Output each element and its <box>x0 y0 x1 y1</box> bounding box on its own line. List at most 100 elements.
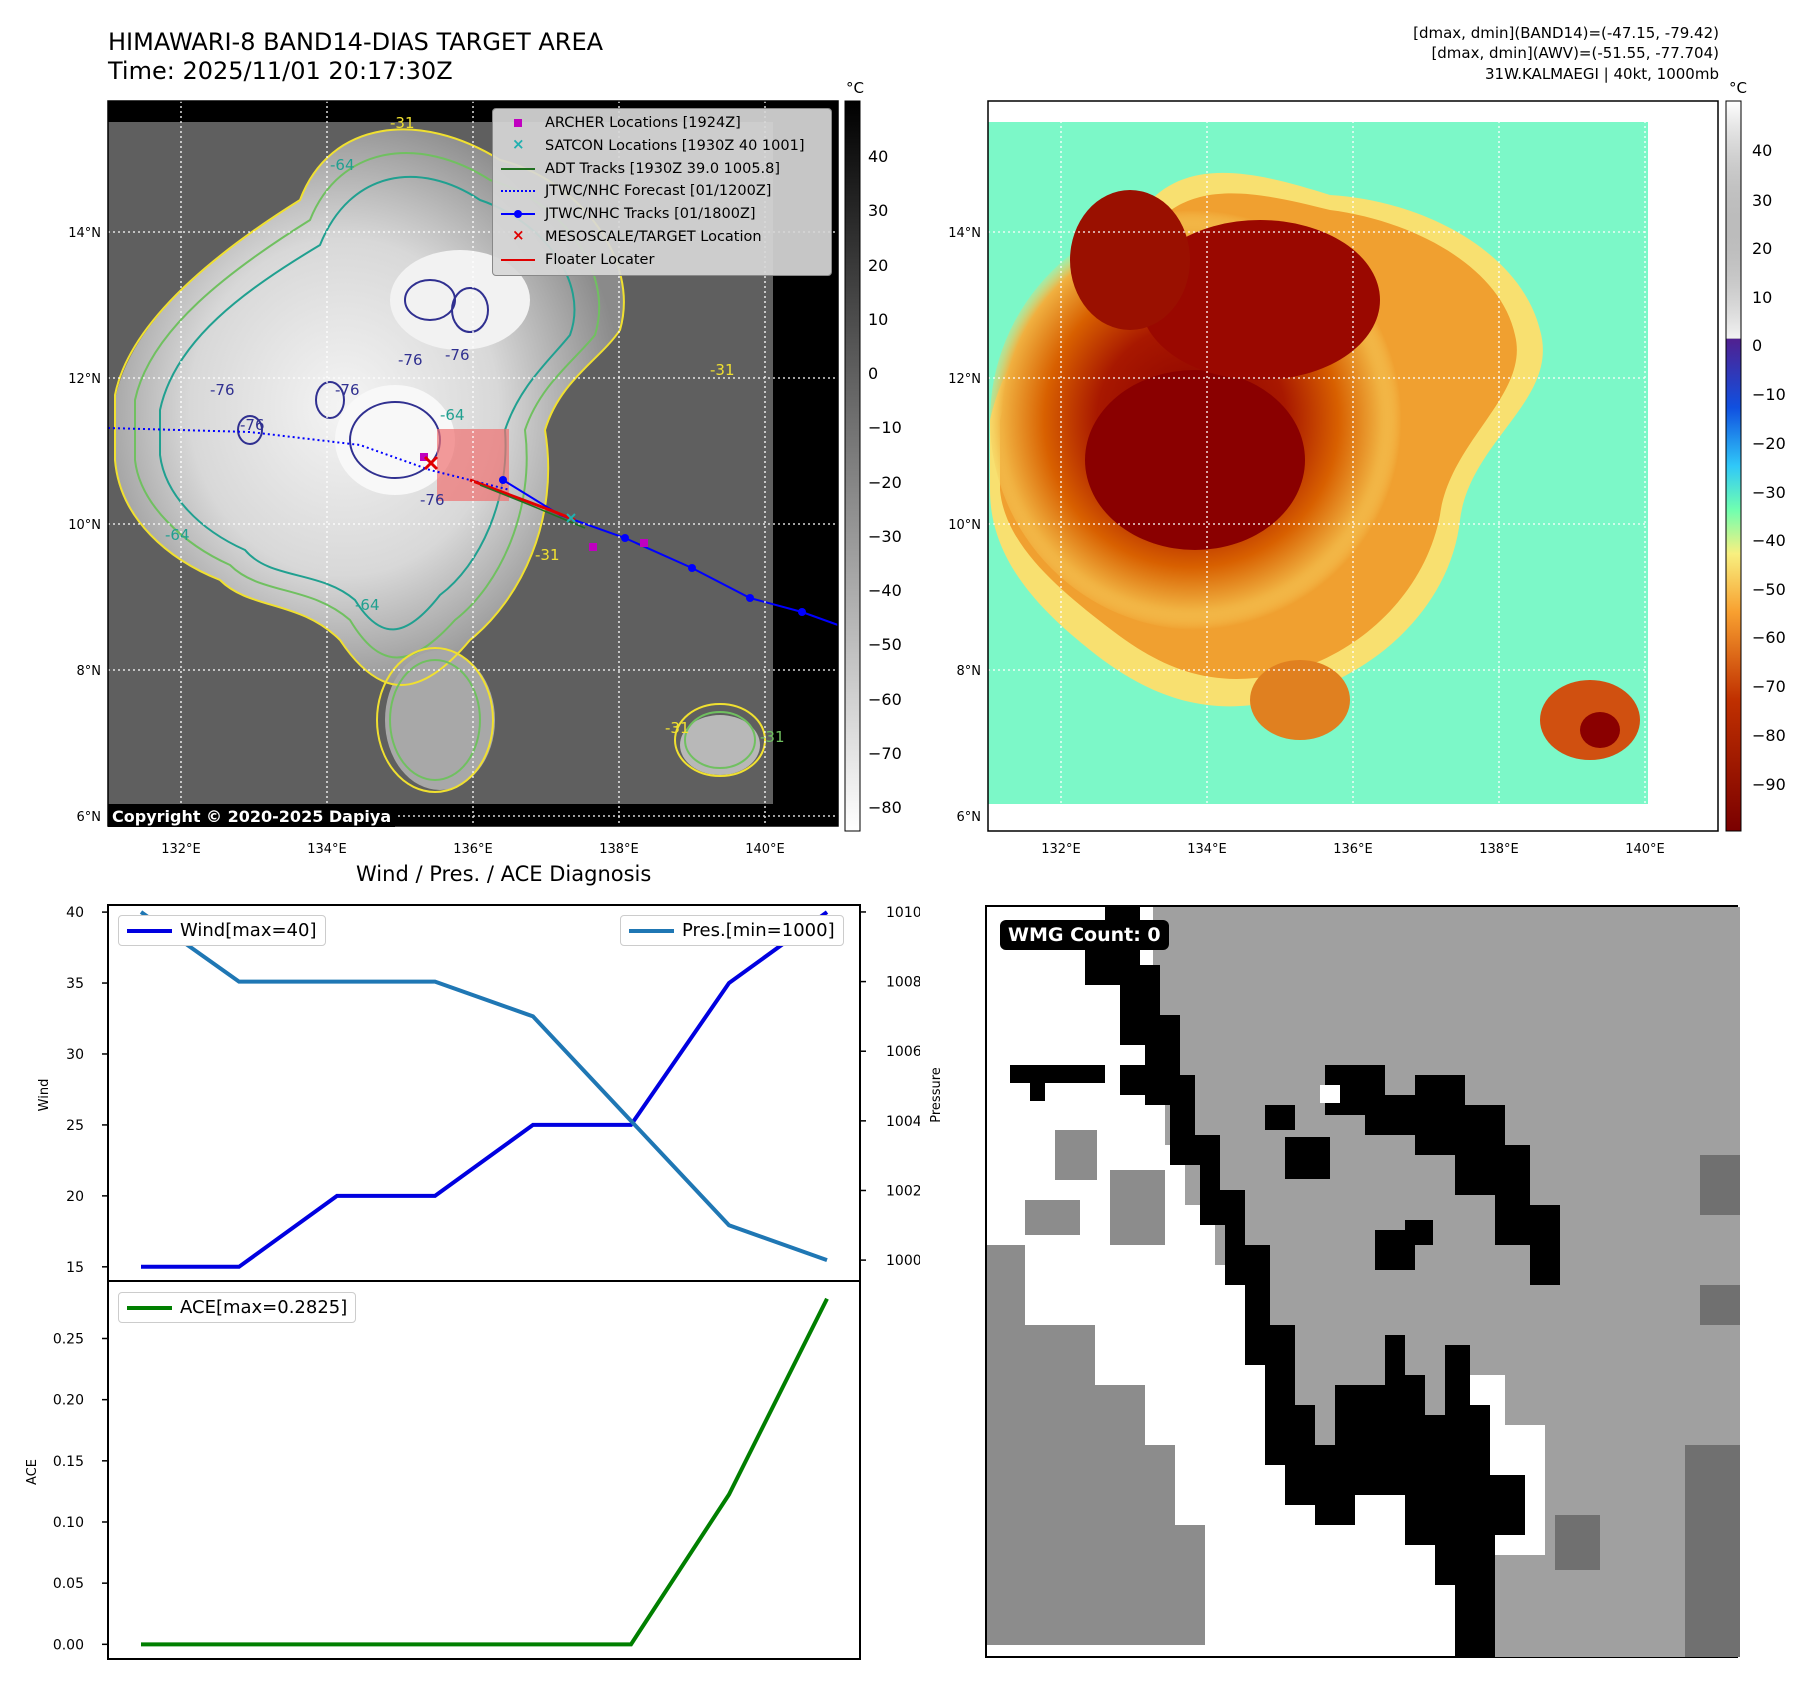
pressure-legend-label: Pres.[min=1000] <box>682 920 835 941</box>
colorbar-right-tick: 10 <box>1752 288 1772 307</box>
legend-marker-icon <box>497 113 539 133</box>
wind-legend-label: Wind[max=40] <box>180 920 317 941</box>
lat-tick: 12°N <box>948 372 981 387</box>
lat-tick: 14°N <box>948 226 981 241</box>
colorbar-right-tick: −30 <box>1752 483 1786 502</box>
diagnosis-title: Wind / Pres. / ACE Diagnosis <box>356 862 652 886</box>
colorbar-right-tick: −10 <box>1752 385 1786 404</box>
contour-label: -64 <box>440 406 465 424</box>
info-line-3: 31W.KALMAEGI | 40kt, 1000mb <box>1485 65 1719 83</box>
colorbar-right-tick: 40 <box>1752 141 1772 160</box>
pressure-tick-label: 1008 <box>886 975 920 991</box>
wind-tick-label: 35 <box>66 976 84 992</box>
colorbar-left-tick: −40 <box>868 581 902 600</box>
colorbar-right-tick: 20 <box>1752 239 1772 258</box>
lon-tick: 140°E <box>1625 842 1665 857</box>
contour-label: -76 <box>445 346 470 364</box>
contour-label: -76 <box>210 381 235 399</box>
legend-marker-icon <box>497 181 539 201</box>
lon-tick: 136°E <box>1333 842 1373 857</box>
lon-tick: 134°E <box>1187 842 1227 857</box>
lon-tick: 132°E <box>161 842 201 857</box>
ace-chart: ACE 0.00 0.05 0.10 0.15 0.20 0.25 <box>25 1280 861 1660</box>
contour-label: -64 <box>355 596 380 614</box>
contour-label: -76 <box>240 416 265 434</box>
ace-tick-label: 0.15 <box>53 1454 84 1470</box>
colorbar-left-tick: −10 <box>868 418 902 437</box>
lon-tick: 136°E <box>453 842 493 857</box>
lat-tick: 12°N <box>68 372 101 387</box>
contour-label: -64 <box>165 526 190 544</box>
legend-label: MESOSCALE/TARGET Location <box>545 229 762 245</box>
legend-item: ADT Tracks [1930Z 39.0 1005.8] <box>497 159 780 179</box>
pressure-tick-label: 1006 <box>886 1044 920 1060</box>
ace-axis-label: ACE <box>25 1459 40 1485</box>
lat-tick: 10°N <box>948 518 981 533</box>
legend-label: Floater Locater <box>545 251 655 268</box>
legend-marker-icon: × <box>512 134 525 153</box>
legend-item: JTWC/NHC Forecast [01/1200Z] <box>497 181 771 201</box>
pressure-axis-label-svg: Pressure <box>929 1067 944 1123</box>
contour-label: -76 <box>420 491 445 509</box>
wind-tick-label: 15 <box>66 1260 84 1276</box>
colorbar-right-tick: −80 <box>1752 726 1786 745</box>
colorbar-left-tick: −70 <box>868 744 902 763</box>
contour-label: -31 <box>390 114 415 132</box>
pressure-tick-label: 1010 <box>886 905 920 921</box>
contour-label: -31 <box>760 728 785 746</box>
lon-tick: 138°E <box>1479 842 1519 857</box>
wind-legend: Wind[max=40] <box>118 915 326 946</box>
lat-tick: 8°N <box>77 664 102 679</box>
legend-item: ARCHER Locations [1924Z] <box>497 113 741 133</box>
legend-label: ADT Tracks [1930Z 39.0 1005.8] <box>545 160 781 177</box>
colorbar-right-tick: −50 <box>1752 580 1786 599</box>
lat-tick: 6°N <box>77 810 102 825</box>
lon-tick: 134°E <box>307 842 347 857</box>
wind-tick-label: 30 <box>66 1047 84 1063</box>
colorbar-left-unit: °C <box>846 79 864 97</box>
colorbar-left-tick: −50 <box>868 635 902 654</box>
lon-tick: 140°E <box>745 842 785 857</box>
legend-label: ARCHER Locations [1924Z] <box>545 115 741 131</box>
ace-tick-label: 0.05 <box>53 1576 84 1592</box>
legend-label: SATCON Locations [1930Z 40 1001] <box>545 137 805 154</box>
colorbar-left-tick: 40 <box>868 147 888 166</box>
lat-tick: 8°N <box>957 664 982 679</box>
legend-item: × SATCON Locations [1930Z 40 1001] <box>497 134 805 156</box>
info-line-2: [dmax, dmin](AWV)=(-51.55, -77.704) <box>1431 44 1719 62</box>
wind-axis-label: Wind <box>37 1079 52 1112</box>
figure-title-line-1: HIMAWARI-8 BAND14-DIAS TARGET AREA <box>108 28 604 56</box>
wind-tick-label: 20 <box>66 1189 84 1205</box>
colorbar-left-tick: 20 <box>868 256 888 275</box>
ir-satellite-map: -31 -64 -76 -76 -76 -76 -76 -64 -64 -31 … <box>68 79 1786 857</box>
colorbar-left-tick: 0 <box>868 364 878 383</box>
map-legend: ARCHER Locations [1924Z] × SATCON Location… <box>492 108 832 276</box>
pressure-legend: Pres.[min=1000] <box>620 915 844 946</box>
legend-label: JTWC/NHC Forecast [01/1200Z] <box>545 183 772 200</box>
wmg-panel <box>985 905 1740 1658</box>
lon-tick: 138°E <box>599 842 639 857</box>
ace-tick-label: 0.20 <box>53 1393 84 1409</box>
colorbar-right-tick: 30 <box>1752 191 1772 210</box>
pressure-axis-label: Pressure <box>929 1067 944 1123</box>
contour-label: -31 <box>665 719 690 737</box>
wind-series-line <box>141 910 829 1269</box>
colorbar-right-tick: 0 <box>1752 336 1762 355</box>
colorbar-left-tick: −30 <box>868 527 902 546</box>
colorbar-right-tick: −70 <box>1752 677 1786 696</box>
ace-legend-label: ACE[max=0.2825] <box>180 1297 348 1318</box>
colorbar-right-tick: −60 <box>1752 628 1786 647</box>
contour-label: -31 <box>535 546 560 564</box>
contour-label: -31 <box>710 361 735 379</box>
ace-tick-label: 0.00 <box>53 1637 84 1653</box>
pressure-tick-label: 1004 <box>886 1114 920 1130</box>
pressure-tick-label: 1000 <box>886 1253 920 1269</box>
legend-marker-icon <box>497 250 539 270</box>
contour-label: -76 <box>335 381 360 399</box>
legend-item: × MESOSCALE/TARGET Location <box>497 226 762 247</box>
colorbar-left <box>844 100 861 832</box>
ace-tick-label: 0.25 <box>53 1331 84 1347</box>
legend-marker-icon <box>497 204 539 224</box>
info-line-1: [dmax, dmin](BAND14)=(-47.15, -79.42) <box>1413 24 1719 42</box>
colorbar-left-tick: −80 <box>868 798 902 817</box>
